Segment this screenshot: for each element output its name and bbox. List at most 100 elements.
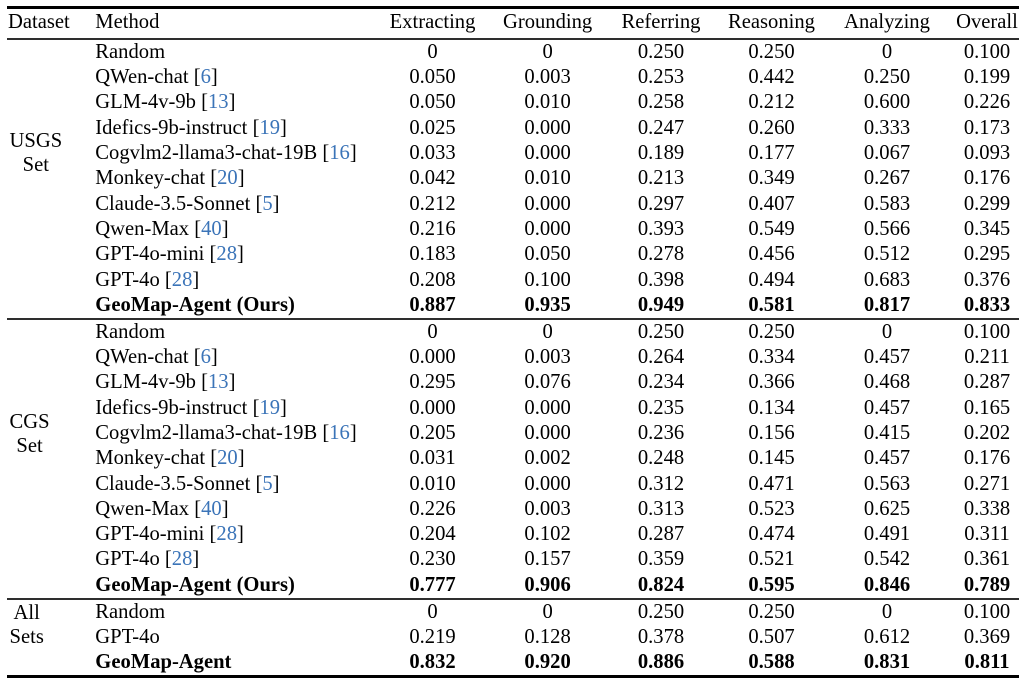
method-cell: Random: [95, 320, 166, 343]
citation-number[interactable]: 5: [262, 192, 273, 215]
citation-link[interactable]: [13]: [195, 371, 236, 394]
citation-link[interactable]: [28]: [159, 548, 200, 571]
metric-cell-overall: 0.299: [963, 192, 1011, 215]
metric-cell-analyzing: 0.542: [863, 548, 911, 571]
citation-number[interactable]: 13: [207, 91, 229, 114]
metric-cell-overall: 0.176: [963, 167, 1011, 190]
metric-cell-grounding: 0.000: [524, 472, 571, 495]
metric-cell-grounding: 0.002: [524, 447, 571, 470]
metric-cell-referring: 0.312: [637, 472, 685, 495]
citation-number[interactable]: 28: [171, 548, 193, 571]
citation-number[interactable]: 19: [259, 116, 281, 139]
citation-link[interactable]: [40]: [189, 217, 229, 240]
metric-cell-grounding: 0.157: [524, 548, 571, 571]
metric-cell-reasoning: 0.250: [748, 40, 795, 63]
metric-cell-analyzing: 0.831: [863, 651, 911, 674]
citation-number[interactable]: 13: [207, 371, 229, 394]
metric-cell-reasoning: 0.523: [748, 497, 795, 520]
citation-link[interactable]: [5]: [250, 472, 280, 495]
table-row: Qwen-Max [40] 0.216 0.000 0.393 0.549 0.566 0.…: [0, 217, 1024, 242]
citation-link[interactable]: [13]: [195, 91, 236, 114]
method-cell: GeoMap-Agent: [95, 651, 232, 674]
citation-link[interactable]: [19]: [247, 396, 287, 419]
metric-cell-referring: 0.234: [637, 371, 685, 394]
citation-number[interactable]: 16: [329, 421, 350, 444]
citation-link[interactable]: [28]: [204, 523, 244, 546]
citation-number[interactable]: 28: [216, 523, 237, 546]
metric-cell-reasoning: 0.474: [748, 523, 795, 546]
method-cell: GPT-4o [28]: [95, 268, 200, 291]
method-cell: GeoMap-Agent (Ours): [95, 293, 295, 316]
table-row: GPT-4o [28] 0.230 0.157 0.359 0.521 0.542 0.36…: [0, 547, 1024, 572]
metric-cell-overall: 0.833: [963, 293, 1011, 316]
citation-link[interactable]: [40]: [189, 497, 229, 520]
metric-cell-reasoning: 0.581: [748, 293, 795, 316]
method-cell: GPT-4o-mini [28]: [95, 243, 244, 266]
citation-number[interactable]: 40: [201, 497, 222, 520]
citation-link[interactable]: [6]: [188, 66, 218, 89]
metric-cell-overall: 0.226: [963, 91, 1011, 114]
table-row: GLM-4v-9b [13] 0.295 0.076 0.234 0.366 0.468 0…: [0, 370, 1024, 395]
citation-link[interactable]: [28]: [204, 243, 244, 266]
metric-cell-referring: 0.250: [637, 320, 685, 343]
table-row: Cogvlm2-llama3-chat-19B [16] 0.033 0.000 0.…: [0, 141, 1024, 166]
metric-cell-reasoning: 0.471: [748, 472, 795, 495]
citation-link[interactable]: [19]: [247, 116, 287, 139]
metric-cell-reasoning: 0.212: [748, 91, 795, 114]
metric-cell-overall: 0.176: [963, 447, 1011, 470]
section-separator-rule: [7, 598, 1019, 600]
metric-cell-extracting: 0.183: [409, 243, 456, 266]
metric-cell-overall: 0.093: [963, 142, 1011, 164]
metric-cell-reasoning: 0.407: [748, 192, 795, 215]
table-header-row: Dataset Method Extracting Grounding Refe…: [0, 8, 1024, 38]
citation-link[interactable]: [28]: [159, 268, 200, 291]
table-row: QWen-chat [6] 0.000 0.003 0.264 0.334 0.457 0.…: [0, 345, 1024, 370]
dataset-label-cgs-set: CGS Set: [9, 410, 50, 457]
citation-number[interactable]: 20: [217, 447, 238, 470]
metric-cell-referring: 0.886: [637, 651, 685, 674]
metric-cell-overall: 0.173: [963, 116, 1011, 139]
citation-number[interactable]: 28: [216, 243, 237, 266]
col-header-extracting: Extracting: [389, 11, 476, 34]
metric-cell-extracting: 0: [427, 600, 438, 623]
citation-number[interactable]: 16: [329, 142, 350, 164]
citation-link[interactable]: [20]: [205, 167, 245, 190]
metric-cell-extracting: 0.050: [409, 66, 456, 89]
citation-number[interactable]: 6: [200, 66, 211, 89]
table-row: GeoMap-Agent (Ours) 0.887 0.935 0.949 0.581 0…: [0, 293, 1024, 318]
citation-number[interactable]: 19: [259, 396, 281, 419]
metric-cell-overall: 0.369: [963, 625, 1011, 648]
metric-cell-extracting: 0.010: [409, 472, 456, 495]
metric-cell-referring: 0.949: [637, 293, 685, 316]
citation-link[interactable]: [20]: [205, 447, 245, 470]
metric-cell-extracting: 0.000: [409, 346, 456, 368]
table-row: Claude-3.5-Sonnet [5] 0.010 0.000 0.312 0.47…: [0, 472, 1024, 497]
citation-link[interactable]: [16]: [317, 142, 357, 164]
citation-number[interactable]: 20: [217, 167, 238, 190]
metric-cell-overall: 0.100: [963, 40, 1011, 63]
citation-link[interactable]: [5]: [250, 192, 280, 215]
metric-cell-analyzing: 0.683: [863, 268, 911, 291]
metric-cell-analyzing: 0.583: [863, 192, 911, 215]
method-cell: Monkey-chat [20]: [95, 167, 245, 190]
citation-number[interactable]: 6: [200, 346, 211, 368]
metric-cell-reasoning: 0.334: [748, 346, 795, 368]
col-header-method: Method: [95, 11, 160, 34]
citation-link[interactable]: [16]: [317, 421, 357, 444]
metric-cell-reasoning: 0.260: [748, 116, 795, 139]
citation-number[interactable]: 5: [262, 472, 273, 495]
metric-cell-referring: 0.213: [637, 167, 685, 190]
table-row: Random 0 0 0.250 0.250 0 0.100: [0, 600, 1024, 625]
metric-cell-grounding: 0.920: [524, 651, 571, 674]
metric-cell-reasoning: 0.521: [748, 548, 795, 571]
metric-cell-referring: 0.250: [637, 40, 685, 63]
metric-cell-referring: 0.236: [637, 421, 685, 444]
metric-cell-analyzing: 0.250: [863, 66, 911, 89]
citation-number[interactable]: 28: [171, 268, 193, 291]
citation-link[interactable]: [6]: [188, 346, 218, 368]
metric-cell-analyzing: 0.333: [863, 116, 911, 139]
citation-number[interactable]: 40: [201, 217, 222, 240]
table-row: GPT-4o 0.219 0.128 0.378 0.507 0.612 0.369: [0, 625, 1024, 650]
metric-cell-overall: 0.100: [963, 600, 1011, 623]
